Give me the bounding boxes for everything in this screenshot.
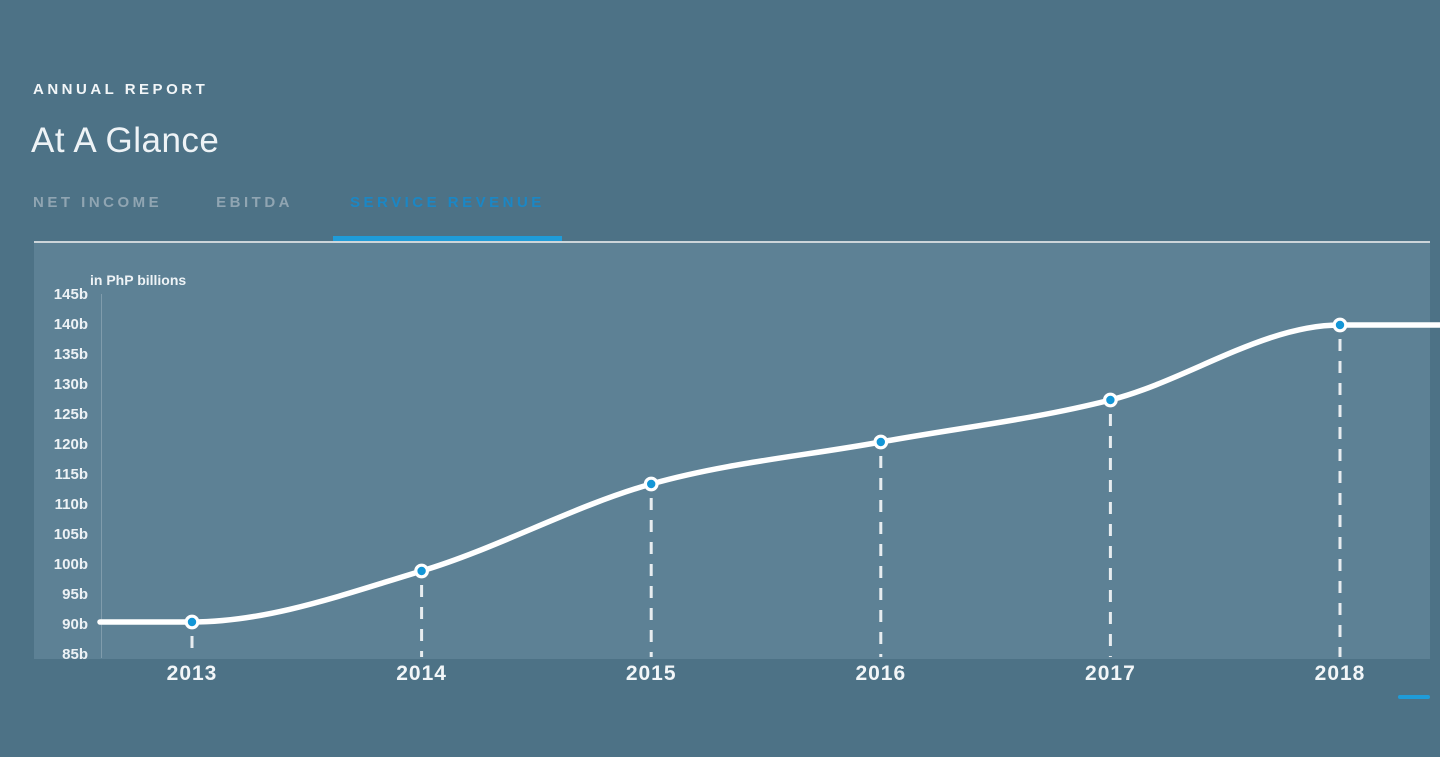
x-axis-label-2017: 2017 xyxy=(1085,662,1136,685)
x-axis-label-2015: 2015 xyxy=(625,662,677,685)
data-point-2015[interactable] xyxy=(643,476,659,492)
y-axis-label: 95b xyxy=(62,586,88,603)
tab-label: EBITDA xyxy=(216,194,294,211)
chart-plot-area xyxy=(34,243,1430,659)
y-axis-label: 140b xyxy=(53,316,88,333)
y-axis-label: 105b xyxy=(53,526,88,543)
y-axis-label: 120b xyxy=(53,436,88,453)
y-axis-label: 85b xyxy=(62,646,88,663)
tab-ebitda[interactable]: EBITDA xyxy=(216,194,293,241)
tab-label: NET INCOME xyxy=(33,194,163,211)
y-axis-line xyxy=(101,294,102,658)
tab-net-income[interactable]: NET INCOME xyxy=(33,194,162,241)
tab-bar: NET INCOME EBITDA SERVICE REVENUE xyxy=(33,194,562,241)
data-point-2017[interactable] xyxy=(1102,392,1118,408)
y-axis-label: 90b xyxy=(62,616,88,633)
y-axis-label: 135b xyxy=(53,346,88,363)
report-eyebrow: ANNUAL REPORT xyxy=(33,81,209,98)
tab-service-revenue[interactable]: SERVICE REVENUE xyxy=(333,194,562,241)
data-point-2018[interactable] xyxy=(1332,317,1348,333)
y-axis-label: 110b xyxy=(54,496,88,513)
y-axis-label: 145b xyxy=(53,286,88,303)
y-axis-label: 100b xyxy=(53,556,88,573)
y-axis-label: 115b xyxy=(54,466,88,483)
tab-label: SERVICE REVENUE xyxy=(350,194,545,211)
x-axis-label-2018: 2018 xyxy=(1314,662,1366,685)
x-axis-label-2016: 2016 xyxy=(855,662,907,685)
header-divider xyxy=(34,241,1430,243)
data-point-2014[interactable] xyxy=(414,563,430,579)
x-axis-label-2014: 2014 xyxy=(396,662,447,685)
y-axis-label: 125b xyxy=(53,406,88,423)
scrollbar-handle[interactable] xyxy=(1398,695,1430,699)
active-tab-underline xyxy=(333,236,562,241)
x-axis-label-2013: 2013 xyxy=(166,662,218,685)
data-point-2016[interactable] xyxy=(873,434,889,450)
page-title: At A Glance xyxy=(31,121,220,160)
data-point-2013[interactable] xyxy=(184,614,200,630)
chart-unit-label: in PhP billions xyxy=(90,272,187,288)
y-axis-label: 130b xyxy=(53,376,88,393)
